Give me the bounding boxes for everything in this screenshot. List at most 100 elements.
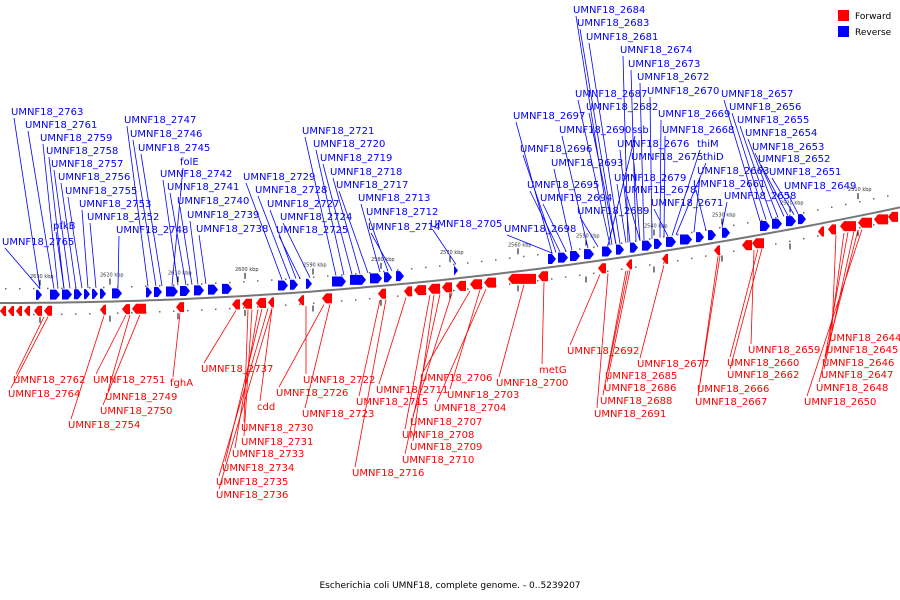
- guide-dot: [677, 259, 679, 262]
- gene-label-umnf18-2674: UMNF18_2674: [620, 45, 692, 56]
- gene-label-umnf18-2734: UMNF18_2734: [222, 463, 294, 474]
- leader-line: [282, 222, 311, 278]
- gene-label-umnf18-2682: UMNF18_2682: [586, 102, 658, 113]
- leader-line: [633, 162, 641, 241]
- guide-dot: [285, 278, 287, 280]
- guide-dot: [47, 287, 49, 290]
- guide-dot: [411, 268, 413, 270]
- gene-arrow: [256, 297, 266, 308]
- gene-arrow: [298, 295, 304, 306]
- gene-label-umnf18-2749: UMNF18_2749: [105, 392, 177, 403]
- gene-label-umnf18-2736: UMNF18_2736: [216, 490, 288, 501]
- guide-dot: [33, 287, 35, 290]
- gene-arrow: [598, 263, 606, 274]
- guide-dot: [229, 307, 231, 310]
- leader-line: [55, 231, 65, 289]
- gene-arrow: [100, 304, 106, 315]
- gene-label-umnf18-2666: UMNF18_2666: [697, 384, 769, 395]
- tick-label: 2510 kbp: [848, 187, 872, 193]
- gene-label-umnf18-2738: UMNF18_2738: [196, 224, 268, 235]
- guide-dot: [313, 276, 315, 278]
- gene-arrow: [874, 214, 888, 225]
- guide-dot: [285, 304, 287, 306]
- guide-dot: [551, 278, 553, 280]
- leader-line: [659, 119, 662, 238]
- guide-dot: [159, 311, 161, 313]
- leader-line: [569, 274, 601, 346]
- leader-line: [67, 196, 83, 289]
- tick-label: 2630 kbp: [30, 274, 54, 280]
- guide-dot: [775, 243, 777, 245]
- gene-arrow: [828, 224, 836, 235]
- gene-label-umnf18-2645: UMNF18_2645: [826, 345, 898, 356]
- gene-arrow: [50, 289, 60, 300]
- leader-line: [404, 294, 441, 455]
- gene-label-umnf18-2651: UMNF18_2651: [769, 167, 841, 178]
- leader-line: [729, 249, 759, 358]
- leader-line: [218, 308, 273, 490]
- guide-dot: [593, 246, 595, 249]
- guide-dot: [537, 253, 539, 256]
- leader-line: [721, 201, 728, 228]
- gene-arrow: [616, 244, 624, 255]
- guide-dot: [621, 268, 623, 270]
- gene-label-umnf18-2730: UMNF18_2730: [241, 423, 313, 434]
- gene-label-umnf18-2757: UMNF18_2757: [51, 159, 123, 170]
- leader-line: [619, 149, 631, 243]
- gene-label-umnf18-2649: UMNF18_2649: [784, 181, 856, 192]
- guide-dot: [313, 302, 315, 304]
- guide-dot: [831, 206, 833, 209]
- gene-label-umnf18-2654: UMNF18_2654: [745, 128, 817, 139]
- gene-label-umnf18-2762: UMNF18_2762: [13, 375, 85, 386]
- gene-arrow: [888, 211, 898, 222]
- gene-label-umnf18-2669: UMNF18_2669: [658, 109, 730, 120]
- legend: Forward Reverse: [838, 10, 892, 38]
- guide-dot: [509, 283, 511, 285]
- leader-line: [13, 117, 41, 289]
- leader-line: [169, 192, 187, 285]
- guide-dot: [369, 297, 371, 300]
- guide-dot: [397, 269, 399, 271]
- guide-dot: [691, 257, 693, 260]
- guide-dot: [5, 287, 7, 290]
- leader-line: [171, 167, 184, 286]
- leader-line: [27, 130, 55, 289]
- gene-arrow: [62, 289, 72, 300]
- gene-label-umnf18-2660: UMNF18_2660: [727, 358, 799, 369]
- leader-line: [278, 235, 301, 279]
- guide-dot: [341, 300, 343, 302]
- tick-label: 2560 kbp: [508, 242, 532, 248]
- gene-label-umnf18-2754: UMNF18_2754: [68, 420, 140, 431]
- gene-label-umnf18-2737: UMNF18_2737: [201, 364, 273, 375]
- gene-arrow: [132, 303, 146, 314]
- gene-label-umnf18-2750: UMNF18_2750: [100, 406, 172, 417]
- leader-line: [126, 125, 149, 287]
- gene-arrow: [858, 217, 872, 228]
- leader-line: [596, 273, 609, 409]
- leader-line: [639, 82, 645, 241]
- gene-arrow: [404, 286, 412, 297]
- gene-label-umnf18-2676: UMNF18_2676: [617, 139, 689, 150]
- gene-label-ssb: ssb: [632, 125, 649, 136]
- guide-dot: [859, 226, 861, 229]
- gene-label-umnf18-2720: UMNF18_2720: [313, 139, 385, 150]
- legend-forward-label: Forward: [855, 12, 891, 22]
- gene-arrow: [626, 259, 632, 270]
- gene-arrow: [384, 272, 392, 283]
- leader-line: [15, 316, 45, 375]
- gene-arrow: [680, 234, 692, 245]
- leader-line: [234, 309, 259, 449]
- guide-dot: [775, 217, 777, 219]
- gene-label-umnf18-2683: UMNF18_2683: [577, 18, 649, 29]
- guide-dot: [537, 279, 539, 282]
- tick-label: 2520 kbp: [780, 200, 804, 206]
- gene-label-umnf18-2691: UMNF18_2691: [594, 409, 666, 420]
- gene-arrow: [208, 284, 218, 295]
- guide-dot: [565, 276, 567, 278]
- leader-line: [172, 313, 181, 378]
- guide-dot: [649, 264, 651, 266]
- gene-labels: UMNF18_2763 UMNF18_2761 UMNF18_2759 UMNF18_…: [2, 5, 900, 501]
- guide-dot: [705, 255, 707, 257]
- leader-line: [760, 164, 789, 216]
